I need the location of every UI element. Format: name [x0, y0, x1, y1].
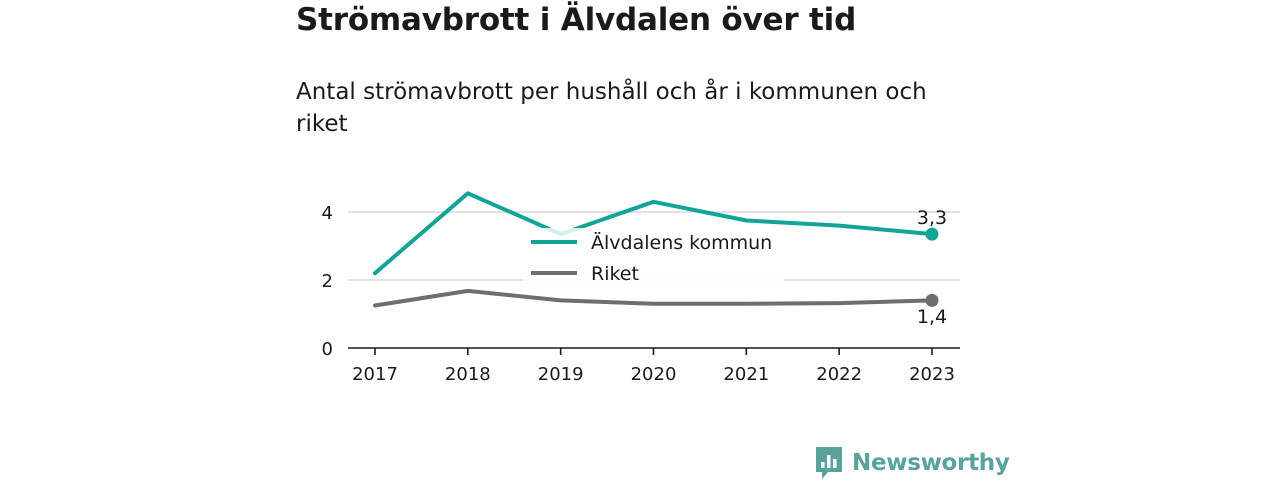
series-end-point-0: [925, 227, 939, 241]
end-label-riket: 1,4: [917, 306, 947, 328]
brand-name: Newsworthy: [852, 450, 1010, 476]
y-tick-label: 2: [322, 271, 333, 292]
newsworthy-logo: Newsworthy: [814, 446, 1010, 480]
x-tick-label: 2020: [631, 364, 677, 385]
chart-title: Strömavbrott i Älvdalen över tid: [296, 2, 857, 38]
x-axis-ticks: 2017 2018 2019 2020 2021 2022 2023: [352, 348, 955, 385]
x-tick-label: 2018: [445, 364, 491, 385]
chart-subtitle: Antal strömavbrott per hushåll och år i …: [296, 79, 927, 137]
series-end-point-1: [925, 293, 939, 307]
legend-background: [522, 228, 784, 290]
legend-label-alvdalens-kommun: Älvdalens kommun: [591, 231, 772, 254]
x-tick-label: 2021: [723, 364, 769, 385]
newsworthy-logo-icon: [816, 447, 842, 479]
series-lines: [373, 191, 939, 308]
x-tick-label: 2017: [352, 364, 398, 385]
end-label-alvdalens-kommun: 3,3: [917, 207, 947, 229]
legend-label-riket: Riket: [591, 263, 639, 285]
y-tick-label: 0: [322, 339, 333, 360]
y-tick-label: 4: [322, 203, 333, 224]
y-axis-ticks: 0 2 4: [322, 203, 333, 360]
series-line-0: [373, 191, 934, 276]
end-labels: 3,3 1,4: [917, 207, 947, 328]
series-line-1: [373, 288, 934, 308]
x-tick-label: 2019: [538, 364, 584, 385]
x-tick-label: 2022: [816, 364, 862, 385]
x-tick-label: 2023: [909, 364, 955, 385]
legend: Älvdalens kommun Riket: [522, 228, 784, 290]
